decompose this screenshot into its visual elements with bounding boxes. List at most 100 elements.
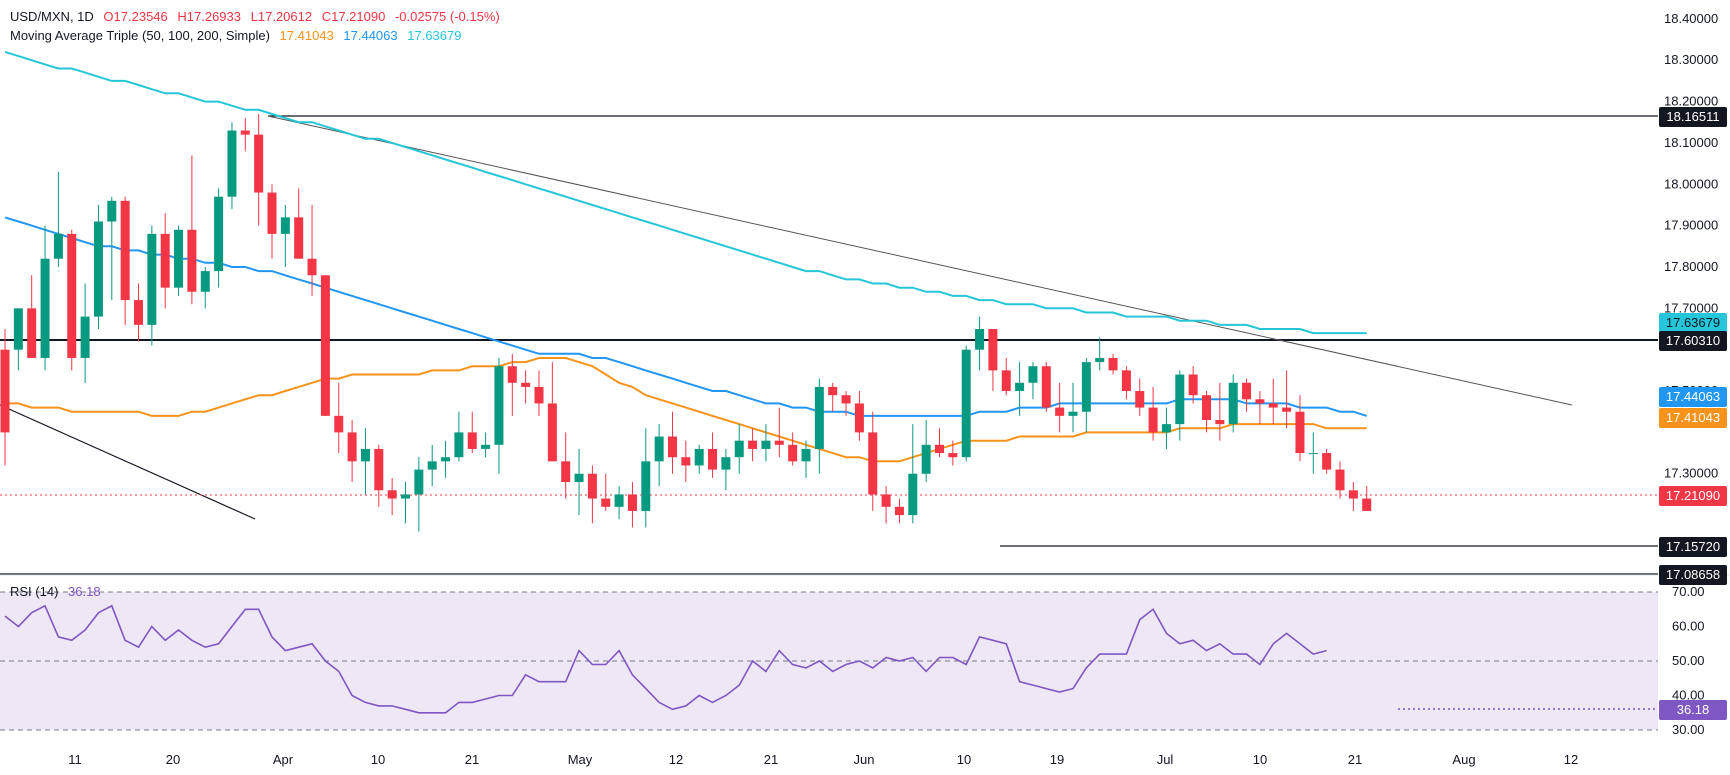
rsi-tick-label: 40.00 [1672, 688, 1705, 703]
candle-body [788, 444, 798, 462]
time-tick-label: 21 [465, 752, 479, 767]
candle [547, 362, 557, 462]
ma-title[interactable]: Moving Average Triple (50, 100, 200, Sim… [10, 28, 270, 43]
support-1-tag: 17.15720 [1659, 537, 1727, 557]
candle [587, 465, 597, 524]
downtrend-line [267, 115, 1573, 406]
candle-body [761, 440, 771, 449]
ma100-tag: 17.44063 [1659, 387, 1727, 407]
candle [280, 204, 290, 267]
ma50-line [5, 357, 1367, 463]
rsi-tick-label: 30.00 [1672, 722, 1705, 737]
candle-body [801, 448, 811, 462]
rsi-tick-label: 60.00 [1672, 619, 1705, 634]
resistance-top-tag: 18.16511 [1659, 107, 1727, 127]
candle-body [961, 349, 971, 458]
candle-body [1001, 370, 1011, 392]
candle [788, 432, 798, 466]
candle [387, 477, 397, 516]
candle [814, 378, 824, 474]
candle-body [868, 432, 878, 495]
candle-body [1041, 366, 1051, 408]
candle-body [27, 308, 37, 358]
candle [868, 411, 878, 511]
candle-body [147, 233, 157, 325]
rsi-title[interactable]: RSI (14) [10, 584, 59, 599]
candle [935, 428, 944, 458]
candle-body [187, 229, 197, 292]
candle-body [1362, 498, 1372, 511]
candle-body [574, 473, 584, 483]
candle [521, 370, 531, 404]
time-tick-label: 19 [1050, 752, 1064, 767]
candle-body [13, 308, 23, 350]
candle-body [134, 300, 143, 325]
candle [1081, 357, 1091, 433]
candle-body [67, 233, 77, 358]
candle [1068, 382, 1078, 433]
candle [214, 188, 224, 288]
candle-body [441, 457, 451, 462]
candle-body [507, 366, 517, 383]
candle [160, 213, 170, 309]
candle-body [641, 461, 651, 511]
ma200-line [4, 50, 1367, 335]
time-tick-label: 10 [1253, 752, 1267, 767]
candle-body [708, 448, 718, 470]
candle [441, 440, 451, 478]
candle-body [587, 473, 597, 499]
candle-body [721, 457, 731, 470]
candle [67, 229, 77, 371]
candle [80, 283, 90, 383]
symbol-legend: USD/MXN, 1D O17.23546 H17.26933 L17.2061… [10, 9, 506, 24]
candle-body [481, 444, 491, 449]
candle [574, 448, 584, 516]
candle-body [93, 221, 103, 317]
candle-body [40, 258, 50, 358]
candle [1348, 482, 1358, 511]
candle [801, 440, 811, 478]
time-tick-label: Apr [273, 752, 294, 767]
candle-body [1295, 411, 1305, 454]
time-tick-label: 10 [957, 752, 971, 767]
candle [307, 204, 317, 296]
candle-body [935, 444, 944, 454]
candle [267, 184, 277, 259]
candle-body [841, 395, 851, 404]
candle [27, 275, 37, 358]
candle [1175, 370, 1185, 441]
candle-body [694, 448, 704, 466]
candle-body [120, 200, 130, 301]
candle [908, 424, 918, 524]
candle [401, 482, 410, 524]
candle [240, 118, 250, 152]
candle [147, 225, 157, 346]
candle-body [280, 217, 290, 234]
candle [227, 122, 237, 210]
time-tick-label: 21 [764, 752, 778, 767]
candle [507, 353, 517, 416]
symbol-label[interactable]: USD/MXN, 1D [10, 9, 94, 24]
candle [494, 357, 504, 474]
candle-body [921, 444, 931, 474]
candle-body [1095, 357, 1105, 363]
candle [694, 444, 704, 474]
time-axis: 11 20 Apr 10 21 May 12 21 Jun 10 19 Jul 10 21 Aug 12 [68, 752, 1578, 767]
candle-body [1242, 382, 1252, 400]
candle [200, 266, 210, 309]
candle-body [1348, 490, 1358, 499]
candle-body [1135, 391, 1145, 408]
time-tick-label: 11 [68, 752, 82, 767]
time-tick-label: 12 [669, 752, 683, 767]
time-tick-label: 21 [1348, 752, 1362, 767]
candle-body [347, 432, 357, 462]
candle [1095, 337, 1105, 371]
candle [534, 370, 544, 416]
candle-body [654, 436, 664, 462]
candle-body [1055, 407, 1065, 416]
candle [761, 424, 771, 462]
candle-body [214, 196, 224, 272]
candle [481, 432, 491, 458]
candle [614, 486, 624, 520]
